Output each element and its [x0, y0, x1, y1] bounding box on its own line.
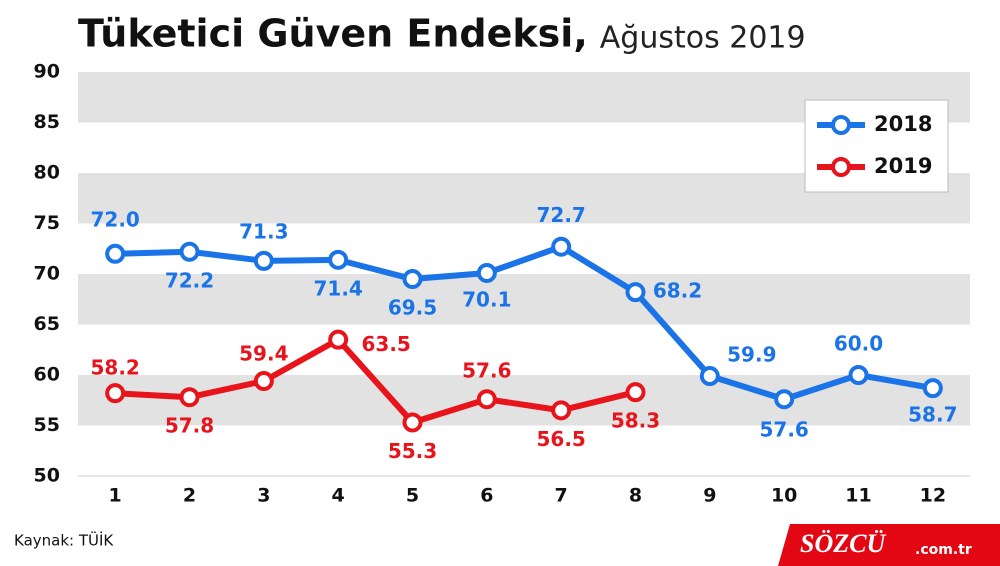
y-tick-label: 60	[34, 364, 60, 386]
grid-band	[78, 425, 970, 476]
logo-bg	[778, 524, 1000, 566]
data-label: 71.4	[313, 276, 362, 300]
y-tick-label: 75	[34, 212, 60, 234]
point	[625, 382, 646, 403]
grid-band	[78, 324, 970, 375]
point	[551, 236, 572, 257]
data-label: 72.0	[90, 207, 139, 231]
legend-marker	[831, 115, 851, 135]
grid-band	[78, 223, 970, 274]
data-label: 59.9	[727, 343, 776, 367]
point	[253, 371, 274, 392]
source: Kaynak: TÜİK	[14, 531, 114, 550]
point	[476, 389, 497, 410]
point	[105, 243, 126, 264]
y-tick-label: 65	[34, 313, 60, 335]
x-tick-label: 6	[480, 485, 493, 507]
point	[179, 241, 200, 262]
data-label: 58.2	[90, 356, 139, 380]
grid-band	[78, 274, 970, 325]
logo-brand: SÖZCÜ	[800, 529, 886, 558]
point	[476, 262, 497, 283]
legend-label: 2019	[874, 154, 932, 178]
point	[328, 329, 349, 350]
data-label: 57.6	[462, 359, 511, 383]
y-tick-label: 55	[34, 414, 60, 436]
chart-title: Tüketici Güven Endeksi,	[78, 12, 588, 56]
x-tick-label: 3	[257, 485, 270, 507]
legend-label: 2018	[874, 112, 932, 136]
data-label: 72.2	[165, 268, 214, 292]
y-tick-label: 80	[34, 162, 60, 184]
x-tick-label: 5	[406, 485, 419, 507]
data-label: 56.5	[536, 427, 585, 451]
x-tick-label: 11	[845, 485, 871, 507]
point	[179, 387, 200, 408]
data-label: 70.1	[462, 287, 511, 311]
data-label: 69.5	[388, 296, 437, 320]
x-tick-label: 10	[771, 485, 797, 507]
data-label: 60.0	[834, 332, 883, 356]
x-tick-label: 12	[920, 485, 946, 507]
data-label: 55.3	[388, 439, 437, 463]
point	[848, 365, 869, 385]
point	[328, 249, 349, 270]
point	[699, 366, 720, 387]
chart-subtitle: Ağustos 2019	[600, 21, 806, 56]
data-label: 57.8	[165, 414, 214, 438]
data-label: 58.3	[611, 409, 660, 433]
point	[105, 383, 126, 404]
x-tick-label: 1	[109, 485, 122, 507]
logo: SÖZCÜ .com.tr	[778, 524, 1000, 566]
series-line	[115, 336, 637, 426]
point	[551, 400, 572, 421]
y-tick-label: 85	[34, 111, 60, 133]
data-label: 72.7	[536, 203, 585, 227]
legend-box	[804, 99, 949, 193]
y-tick-label: 70	[34, 263, 60, 285]
data-label: 57.6	[759, 418, 808, 442]
point	[253, 250, 274, 271]
data-label: 63.5	[361, 332, 410, 356]
grid-band	[78, 375, 970, 426]
point	[402, 412, 423, 433]
legend-marker	[831, 157, 851, 177]
data-label: 58.7	[908, 403, 957, 427]
x-tick-label: 8	[629, 485, 642, 507]
y-tick-label: 90	[34, 61, 60, 83]
data-label: 59.4	[239, 342, 288, 366]
x-tick-label: 4	[332, 485, 345, 507]
data-label: 68.2	[653, 279, 702, 303]
x-tick-label: 7	[555, 485, 568, 507]
logo-domain: .com.tr	[915, 542, 972, 558]
data-label: 71.3	[239, 219, 288, 243]
x-tick-label: 2	[183, 485, 196, 507]
point	[625, 282, 646, 303]
series-line	[115, 243, 934, 403]
x-tick-label: 9	[703, 485, 716, 507]
point	[774, 389, 795, 410]
point	[922, 378, 943, 399]
point	[402, 269, 423, 290]
legend: 2018 2019	[804, 99, 949, 193]
y-tick-label: 50	[34, 465, 60, 487]
